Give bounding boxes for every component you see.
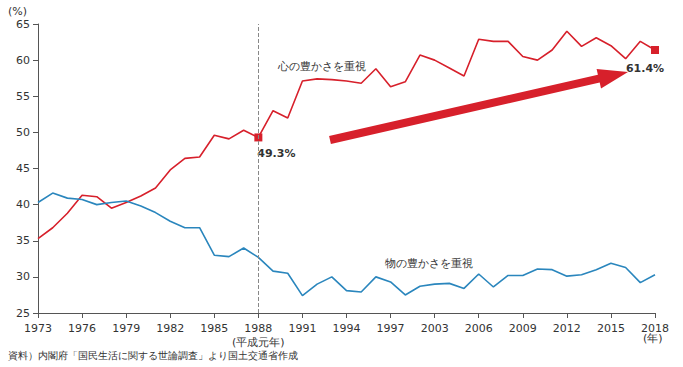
- svg-text:2006: 2006: [465, 322, 493, 335]
- svg-text:2009: 2009: [509, 322, 537, 335]
- svg-text:1991: 1991: [288, 322, 316, 335]
- svg-text:25: 25: [16, 307, 30, 320]
- svg-text:1982: 1982: [156, 322, 184, 335]
- svg-text:2003: 2003: [421, 322, 449, 335]
- svg-text:1973: 1973: [24, 322, 52, 335]
- svg-text:40: 40: [16, 198, 30, 211]
- svg-text:1979: 1979: [112, 322, 140, 335]
- svg-text:1994: 1994: [333, 322, 361, 335]
- svg-text:1976: 1976: [68, 322, 96, 335]
- svg-text:49.3%: 49.3%: [257, 147, 295, 160]
- svg-text:45: 45: [16, 162, 30, 175]
- svg-text:2012: 2012: [553, 322, 581, 335]
- svg-text:2015: 2015: [597, 322, 625, 335]
- svg-text:35: 35: [16, 234, 30, 247]
- svg-text:(年): (年): [643, 332, 663, 345]
- svg-text:2018: 2018: [641, 322, 669, 335]
- svg-text:1988: 1988: [244, 322, 272, 335]
- svg-text:65: 65: [16, 18, 30, 31]
- svg-text:1985: 1985: [200, 322, 228, 335]
- svg-text:1997: 1997: [377, 322, 405, 335]
- svg-text:(%): (%): [8, 5, 27, 18]
- svg-text:61.4%: 61.4%: [626, 62, 664, 75]
- svg-text:物の豊かさを重視: 物の豊かさを重視: [385, 257, 473, 270]
- svg-text:30: 30: [16, 270, 30, 283]
- svg-text:心の豊かさを重視: 心の豊かさを重視: [277, 60, 366, 73]
- svg-text:50: 50: [16, 126, 30, 139]
- svg-text:資料）内閣府「国民生活に関する世論調査」より国土交通省作成: 資料）内閣府「国民生活に関する世論調査」より国土交通省作成: [8, 350, 298, 361]
- svg-text:(平成元年): (平成元年): [232, 336, 285, 349]
- svg-text:55: 55: [16, 90, 30, 103]
- svg-text:60: 60: [16, 54, 30, 67]
